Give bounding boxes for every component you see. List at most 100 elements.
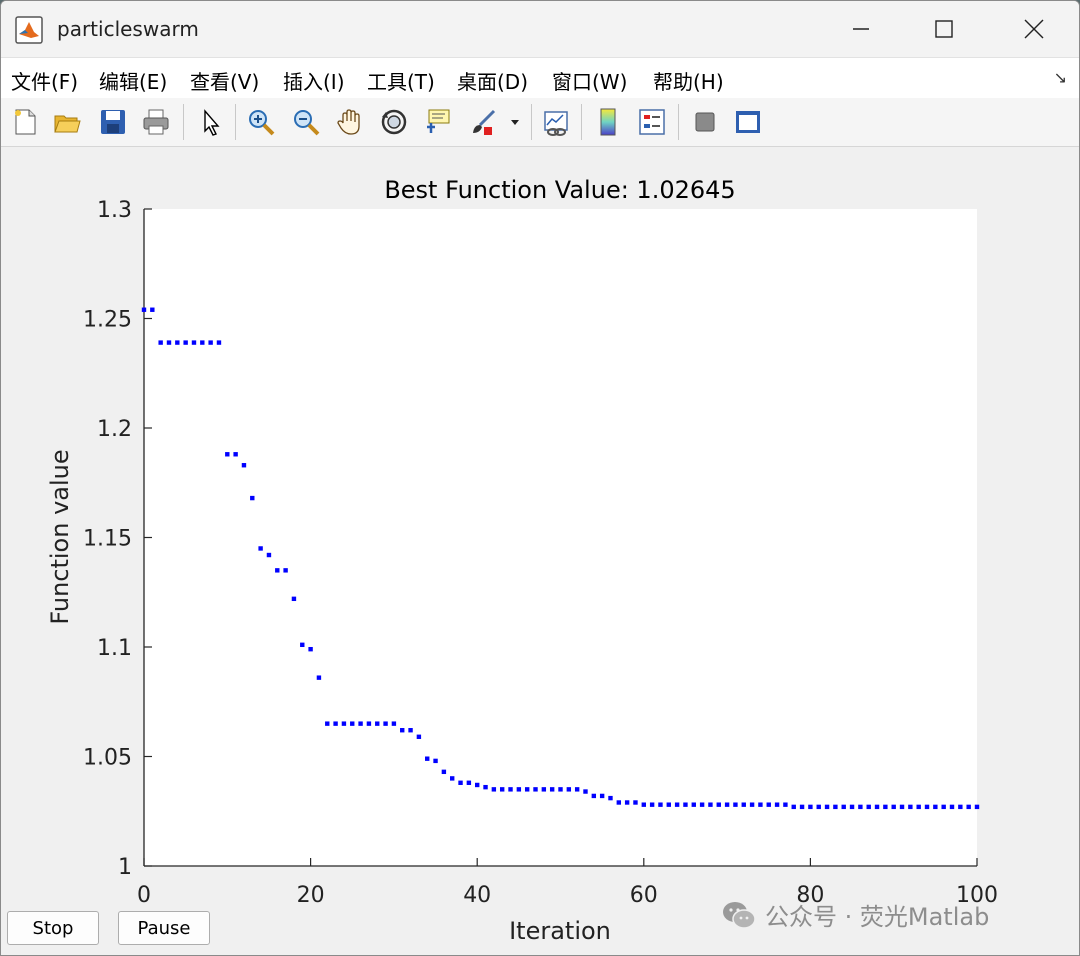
data-point: [574, 787, 580, 792]
link-plot-icon: [544, 111, 568, 136]
legend-button[interactable]: [634, 104, 670, 140]
title-bar: particleswarm: [1, 1, 1079, 57]
data-point: [316, 675, 322, 680]
menu-help[interactable]: 帮助(H): [653, 70, 724, 94]
data-point: [441, 769, 447, 775]
y-tick-label: 1.3: [97, 198, 132, 223]
menu-tools[interactable]: 工具(T): [367, 70, 435, 94]
data-point: [408, 728, 413, 733]
data-point: [566, 787, 572, 792]
zoom-out-icon: [294, 110, 320, 136]
data-point: [325, 721, 330, 726]
x-tick-label: 60: [630, 883, 658, 908]
data-point: [833, 804, 838, 810]
save-icon: [101, 110, 125, 134]
brush-icon: [473, 109, 496, 135]
menu-desktop[interactable]: 桌面(D): [457, 70, 529, 94]
data-point: [891, 804, 896, 810]
close-icon: [1024, 19, 1044, 39]
data-point: [208, 340, 213, 345]
save-button[interactable]: [95, 104, 131, 140]
dock-arrow-icon[interactable]: ↘: [1053, 68, 1067, 87]
data-point: [649, 802, 655, 807]
brush-button[interactable]: [465, 104, 501, 140]
matlab-icon: [15, 16, 43, 44]
data-point: [275, 568, 280, 573]
data-point: [375, 721, 380, 726]
data-point: [391, 721, 397, 726]
hide-plot-tools-icon: [695, 112, 715, 132]
axes-background[interactable]: [144, 209, 977, 866]
data-point: [225, 452, 230, 457]
print-button[interactable]: [138, 104, 174, 140]
data-point: [824, 804, 830, 810]
data-point: [458, 780, 463, 785]
menu-edit[interactable]: 编辑(E): [99, 70, 168, 94]
menu-insert[interactable]: 插入(I): [283, 70, 345, 94]
data-point: [333, 721, 338, 726]
link-plot-button[interactable]: [538, 104, 574, 140]
data-point: [533, 787, 538, 792]
print-icon: [143, 109, 169, 135]
zoom-out-button[interactable]: [288, 104, 324, 140]
data-point: [808, 804, 813, 810]
data-point: [841, 804, 846, 810]
menu-window[interactable]: 窗口(W): [552, 70, 628, 94]
open-file-button[interactable]: [49, 104, 85, 140]
edit-plot-button[interactable]: [192, 104, 228, 140]
hide-plot-tools-button[interactable]: [687, 104, 723, 140]
data-point: [949, 804, 955, 810]
data-point: [341, 721, 347, 726]
brush-dropdown[interactable]: [505, 104, 525, 140]
pause-button[interactable]: Pause: [118, 911, 210, 945]
maximize-icon: [935, 20, 953, 38]
data-point: [283, 568, 288, 573]
close-button[interactable]: [1004, 9, 1064, 49]
data-point: [558, 787, 563, 792]
menu-bar: 文件(F) 编辑(E) 查看(V) 插入(I) 工具(T) 桌面(D) 窗口(W…: [1, 57, 1079, 99]
data-point: [708, 802, 713, 807]
toolbar-separator: [678, 104, 679, 140]
show-plot-tools-button[interactable]: [730, 104, 766, 140]
data-point: [150, 307, 155, 312]
x-tick-label: 80: [796, 883, 824, 908]
stop-button[interactable]: Stop: [7, 911, 99, 945]
data-point: [308, 646, 313, 652]
zoom-in-button[interactable]: [243, 104, 279, 140]
data-point: [433, 758, 438, 764]
pan-button[interactable]: [332, 104, 368, 140]
colorbar-button[interactable]: [590, 104, 626, 140]
menu-file[interactable]: 文件(F): [11, 70, 79, 94]
data-point: [699, 802, 705, 807]
data-point: [883, 804, 888, 810]
menu-view[interactable]: 查看(V): [190, 70, 260, 94]
data-point: [175, 340, 180, 345]
data-point: [291, 596, 297, 602]
data-point: [724, 802, 730, 807]
data-point: [908, 804, 913, 810]
maximize-button[interactable]: [914, 9, 974, 49]
data-point: [766, 802, 771, 807]
x-tick-label: 0: [137, 883, 151, 908]
data-point: [483, 784, 488, 790]
data-point: [616, 800, 622, 805]
data-point: [641, 802, 646, 807]
new-file-button[interactable]: [7, 104, 43, 140]
data-point: [966, 804, 971, 810]
data-point: [674, 802, 680, 807]
data-point: [166, 340, 172, 345]
rotate-button[interactable]: [376, 104, 412, 140]
data-point: [816, 804, 821, 810]
pointer-icon: [204, 109, 220, 136]
data-points: [141, 307, 980, 810]
toolbar-separator: [235, 104, 236, 140]
data-point: [383, 721, 388, 726]
data-point: [400, 728, 405, 733]
data-point: [924, 804, 930, 810]
data-point: [549, 787, 555, 792]
legend-icon: [639, 109, 665, 135]
data-cursor-button[interactable]: [420, 104, 456, 140]
chart: Best Function Value: 1.02645 Iteration F…: [46, 176, 998, 945]
minimize-button[interactable]: [831, 9, 891, 49]
